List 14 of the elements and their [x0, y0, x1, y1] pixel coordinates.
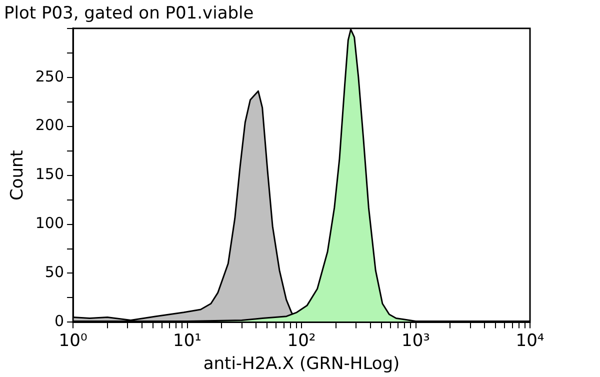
y-axis-title: Count — [8, 150, 28, 201]
y-tick-label: 50 — [44, 263, 64, 282]
x-tick-label: 10¹ — [173, 330, 202, 351]
y-tick-label: 150 — [35, 165, 64, 184]
chart-title: Plot P03, gated on P01.viable — [4, 4, 254, 24]
x-axis-title: anti-H2A.X (GRN-HLog) — [203, 354, 400, 374]
y-tick-label: 200 — [35, 116, 64, 134]
y-tick-label: 250 — [35, 67, 64, 86]
y-tick-label: 0 — [54, 312, 64, 330]
x-tick-label: 10⁴ — [516, 330, 544, 351]
y-tick-label: 100 — [35, 214, 64, 232]
x-tick-label: 10² — [287, 330, 316, 351]
x-tick-label: 10³ — [402, 330, 430, 351]
x-tick-label: 10⁰ — [58, 330, 88, 351]
